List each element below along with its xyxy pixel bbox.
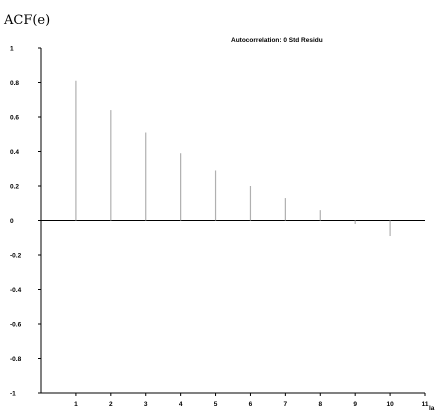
y-axis: 1 0.8 0.6 0.4 0.2 0 -0.2 -0.4 -0.6 -0.8 -1	[10, 46, 42, 398]
x-tick-label: 3	[144, 401, 148, 408]
x-tick-label: 4	[179, 401, 183, 408]
acf-spikes	[75, 80, 391, 237]
x-tick-label: 11	[422, 401, 429, 408]
y-tick-label: -0.6	[10, 322, 22, 329]
y-tick-label: 0.8	[10, 80, 19, 87]
y-tick-label: -1	[10, 391, 16, 398]
x-tick-label: 9	[353, 401, 357, 408]
x-axis: 1 2 3 4 5 6 7 8 9 10 11	[41, 220, 429, 408]
y-tick-label: 0.6	[10, 115, 19, 122]
x-tick-label: 8	[318, 401, 322, 408]
x-tick-label: 1	[74, 401, 78, 408]
x-axis-title: la	[429, 405, 435, 412]
y-tick-label: 0.4	[10, 149, 19, 156]
y-axis-title: ACF(e)	[3, 13, 50, 28]
x-tick-label: 7	[284, 401, 288, 408]
chart-title: Autocorrelation: 0 Std Residu	[231, 37, 323, 44]
y-tick-label: -0.4	[10, 287, 22, 294]
y-tick-label: 1	[10, 46, 14, 53]
y-tick-label: 0.2	[10, 184, 19, 191]
x-tick-label: 2	[109, 401, 113, 408]
x-tick-label: 6	[249, 401, 253, 408]
y-tick-label: 0	[10, 218, 14, 225]
x-tick-label: 10	[386, 401, 394, 408]
y-tick-label: -0.8	[10, 356, 22, 363]
x-tick-label: 5	[214, 401, 218, 408]
y-tick-label: -0.2	[10, 253, 22, 260]
